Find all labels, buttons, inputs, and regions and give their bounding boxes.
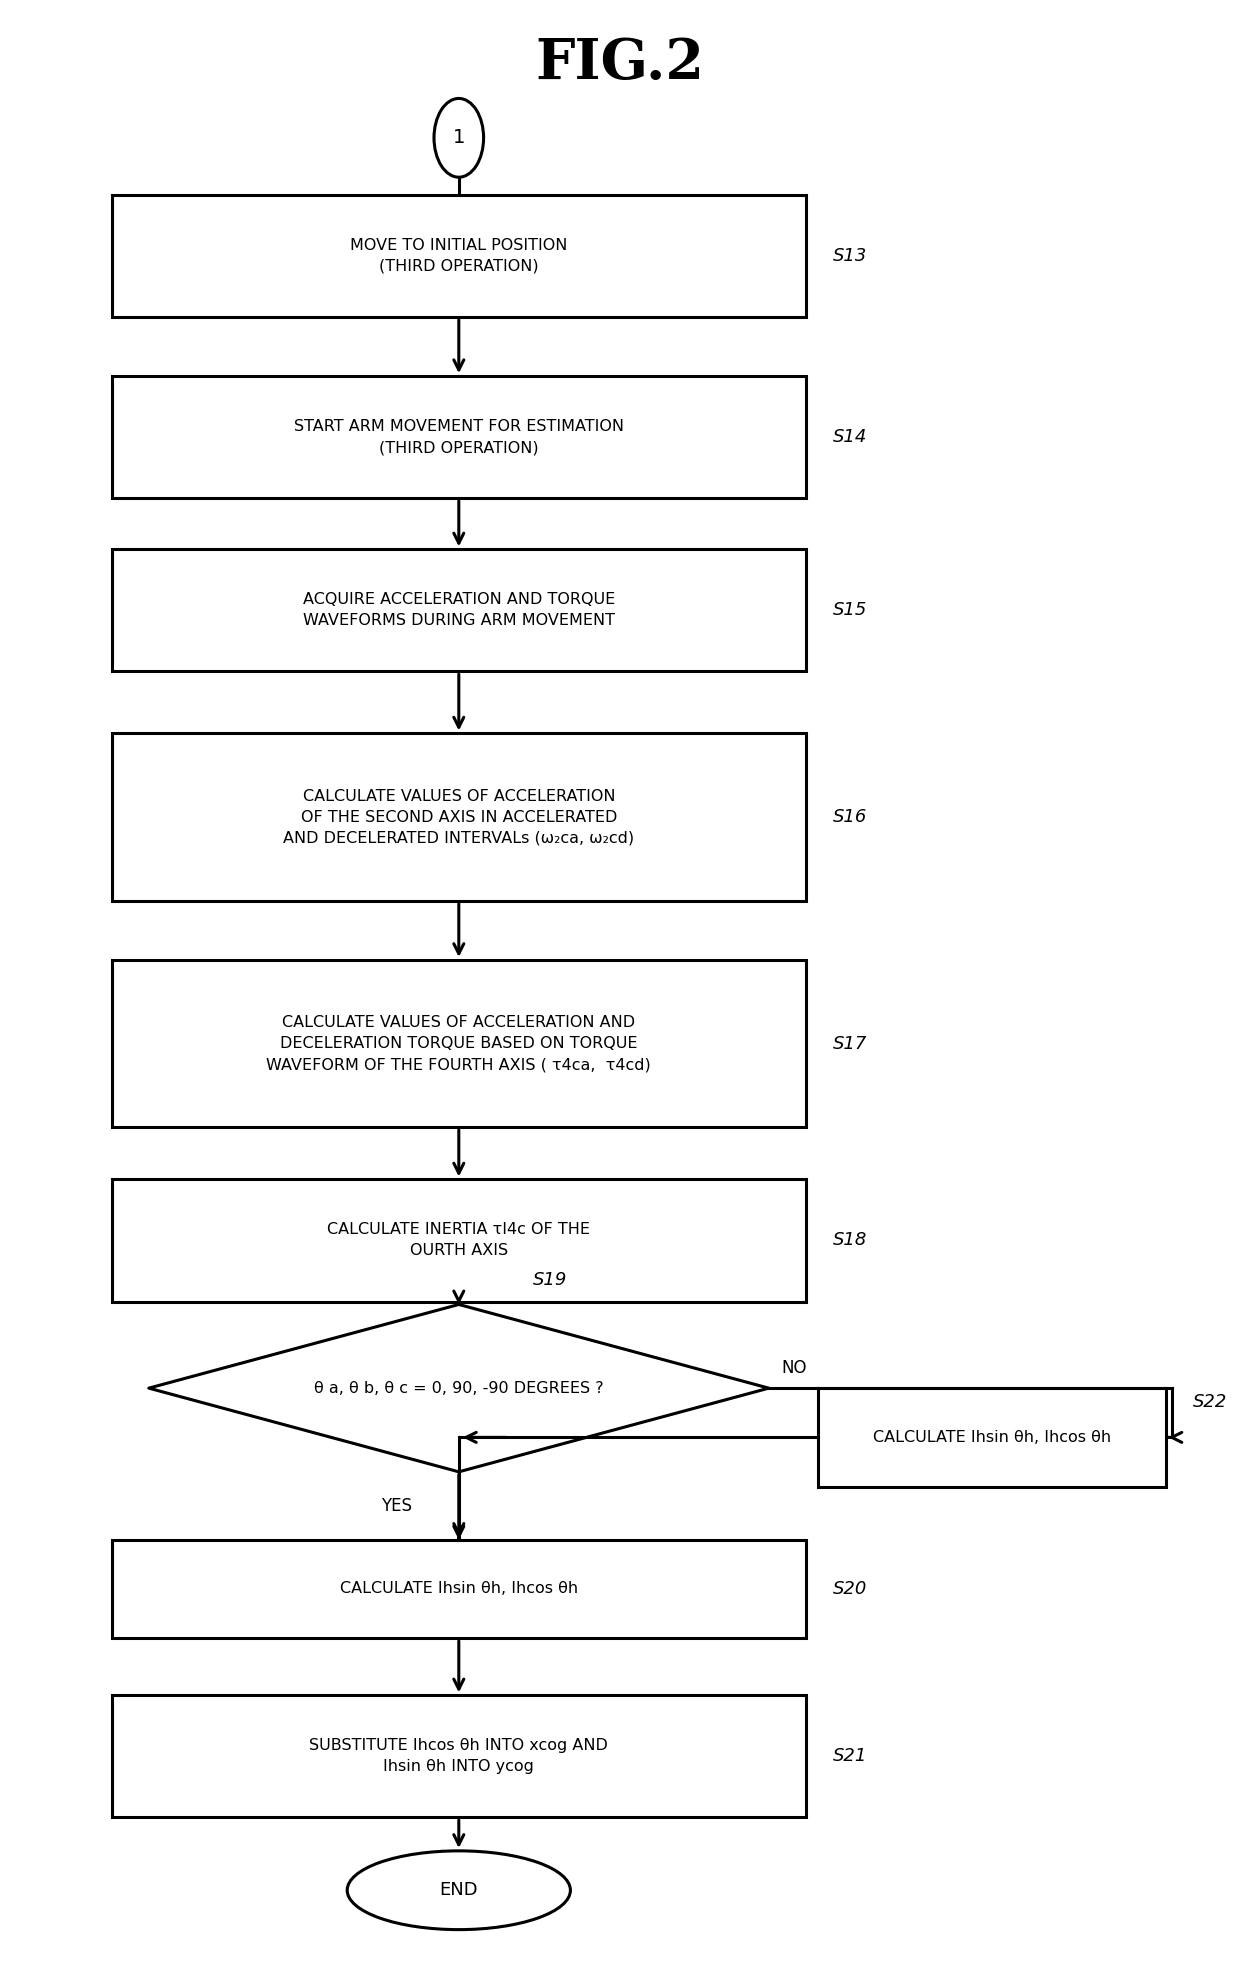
Text: S20: S20 xyxy=(833,1579,868,1599)
Text: START ARM MOVEMENT FOR ESTIMATION
(THIRD OPERATION): START ARM MOVEMENT FOR ESTIMATION (THIRD… xyxy=(294,419,624,455)
Text: S17: S17 xyxy=(833,1034,868,1053)
Text: MOVE TO INITIAL POSITION
(THIRD OPERATION): MOVE TO INITIAL POSITION (THIRD OPERATIO… xyxy=(350,238,568,274)
Text: CALCULATE INERTIA τI4c OF THE
OURTH AXIS: CALCULATE INERTIA τI4c OF THE OURTH AXIS xyxy=(327,1223,590,1258)
FancyBboxPatch shape xyxy=(112,549,806,671)
Text: YES: YES xyxy=(382,1496,412,1516)
Text: S16: S16 xyxy=(833,807,868,827)
Text: S13: S13 xyxy=(833,246,868,266)
FancyBboxPatch shape xyxy=(112,961,806,1126)
Text: NO: NO xyxy=(781,1359,807,1378)
Text: S14: S14 xyxy=(833,427,868,447)
Text: FIG.2: FIG.2 xyxy=(536,35,704,91)
Text: END: END xyxy=(439,1880,479,1900)
Text: S18: S18 xyxy=(833,1231,868,1250)
FancyBboxPatch shape xyxy=(112,732,806,902)
Text: S22: S22 xyxy=(1193,1392,1228,1412)
FancyBboxPatch shape xyxy=(112,376,806,498)
Text: CALCULATE VALUES OF ACCELERATION AND
DECELERATION TORQUE BASED ON TORQUE
WAVEFOR: CALCULATE VALUES OF ACCELERATION AND DEC… xyxy=(267,1016,651,1071)
Polygon shape xyxy=(149,1305,769,1473)
Text: S21: S21 xyxy=(833,1747,868,1766)
Ellipse shape xyxy=(347,1851,570,1930)
FancyBboxPatch shape xyxy=(112,195,806,317)
Text: CALCULATE Ihsin θh, Ihcos θh: CALCULATE Ihsin θh, Ihcos θh xyxy=(873,1429,1111,1445)
Text: S15: S15 xyxy=(833,601,868,620)
Text: CALCULATE VALUES OF ACCELERATION
OF THE SECOND AXIS IN ACCELERATED
AND DECELERAT: CALCULATE VALUES OF ACCELERATION OF THE … xyxy=(283,790,635,845)
Text: θ a, θ b, θ c = 0, 90, -90 DEGREES ?: θ a, θ b, θ c = 0, 90, -90 DEGREES ? xyxy=(314,1380,604,1396)
Text: S19: S19 xyxy=(533,1270,568,1290)
FancyBboxPatch shape xyxy=(818,1388,1166,1487)
Text: SUBSTITUTE Ihcos θh INTO xcog AND
Ihsin θh INTO ycog: SUBSTITUTE Ihcos θh INTO xcog AND Ihsin … xyxy=(309,1739,609,1774)
FancyBboxPatch shape xyxy=(112,1695,806,1817)
Text: ACQUIRE ACCELERATION AND TORQUE
WAVEFORMS DURING ARM MOVEMENT: ACQUIRE ACCELERATION AND TORQUE WAVEFORM… xyxy=(303,593,615,628)
FancyBboxPatch shape xyxy=(112,1179,806,1302)
Text: CALCULATE Ihsin θh, Ihcos θh: CALCULATE Ihsin θh, Ihcos θh xyxy=(340,1581,578,1597)
Text: 1: 1 xyxy=(453,128,465,148)
FancyBboxPatch shape xyxy=(112,1540,806,1638)
